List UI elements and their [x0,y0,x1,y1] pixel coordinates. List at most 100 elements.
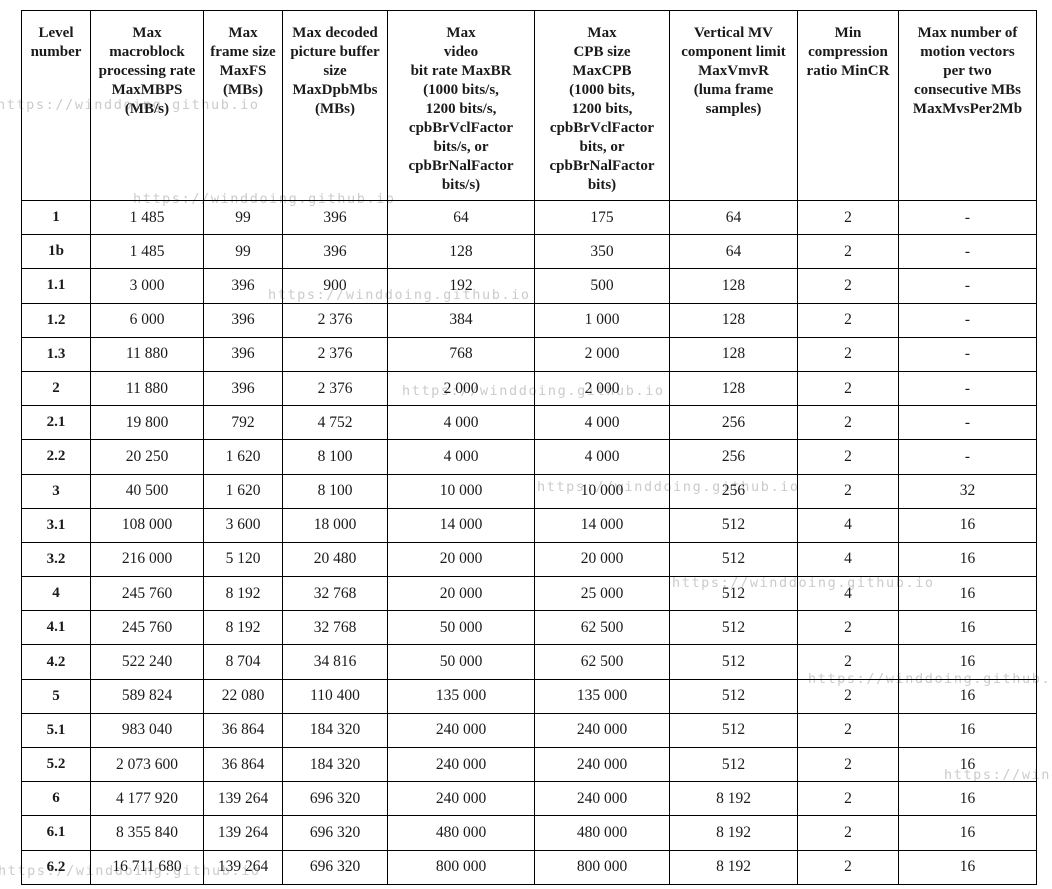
value-cell: 768 [387,336,535,372]
value-cell: 2 [797,405,899,441]
level-number-cell: 2 [21,370,91,407]
header-line: (luma frame [693,82,774,98]
value-cell: 18 000 [282,507,388,543]
value-cell: 256 [669,473,798,509]
level-number-cell: 1b [21,234,91,270]
table-row: 2.1 19 800 792 4 752 4 000 4 000 256 2- [21,405,1037,441]
value-cell: 396 [203,302,283,338]
value-cell: 36 864 [203,712,283,749]
value-cell: 64 [387,199,535,236]
table-row: 6.1 8 355 840 139 264 696 320 480 000 480 000… [21,815,1037,851]
value-cell: 16 [898,541,1037,578]
value-cell: 16 [898,678,1037,714]
value-cell: 2 [797,439,899,475]
header-line: samples) [705,101,762,117]
header-line: picture buffer [290,44,380,60]
column-header-maxdpbmbs: Max decoded picture buffer size MaxDpbMbs (M… [282,10,388,201]
value-cell: 2 [797,746,899,783]
header-line: frame size [210,44,276,60]
header-line: cpbBrVclFactor [408,120,514,136]
header-line: Max [228,25,258,41]
value-cell: 8 192 [203,576,283,612]
level-number-cell: 3.1 [21,507,91,543]
header-line: (MBs) [315,101,355,117]
value-cell: 10 000 [387,473,535,509]
value-cell: 2 [797,268,899,304]
value-cell: 696 320 [282,815,388,851]
value-cell: 4 [797,576,899,612]
header-line: per two [943,63,992,79]
header-line: Min [834,25,862,41]
value-cell: 1 485 [90,234,204,270]
level-number-cell: 2.2 [21,439,91,475]
value-cell: 139 264 [203,815,283,851]
header-line: Max [587,25,617,41]
header-line: macroblock [109,44,185,60]
value-cell: 384 [387,302,535,338]
column-header-maxvmvr: Vertical MV component limit MaxVmvR (luma f… [669,10,798,201]
value-cell: - [898,370,1037,407]
value-cell: 184 320 [282,746,388,783]
value-cell: 11 880 [90,370,204,407]
value-cell: 396 [282,234,388,270]
value-cell: 128 [669,268,798,304]
value-cell: 14 000 [534,507,670,543]
value-cell: 4 000 [534,439,670,475]
value-cell: 2 376 [282,370,388,407]
value-cell: 16 [898,610,1037,646]
header-line: bits, or [579,139,625,155]
value-cell: 2 000 [534,370,670,407]
value-cell: 240 000 [387,781,535,817]
value-cell: 512 [669,678,798,714]
value-cell: 396 [282,199,388,236]
value-cell: 32 768 [282,610,388,646]
value-cell: 2 000 [534,336,670,372]
header-row: Level number Max macroblock processing rate M… [21,10,1037,201]
header-line: video [443,44,479,60]
value-cell: 256 [669,405,798,441]
value-cell: 22 080 [203,678,283,714]
value-cell: 2 [797,199,899,236]
value-cell: 240 000 [387,746,535,783]
level-number-cell: 1.1 [21,268,91,304]
value-cell: 396 [203,268,283,304]
value-cell: - [898,336,1037,372]
table-row: 3.2 216 000 5 120 20 480 20 000 20 000 512 4 16 [21,541,1037,578]
value-cell: 50 000 [387,644,535,680]
value-cell: 256 [669,439,798,475]
value-cell: 2 376 [282,302,388,338]
value-cell: 2 [797,815,899,851]
value-cell: 2 [797,849,899,885]
value-cell: 512 [669,746,798,783]
value-cell: - [898,439,1037,475]
value-cell: 8 192 [669,849,798,885]
value-cell: 16 [898,849,1037,885]
level-number-cell: 2.1 [21,405,91,441]
value-cell: 696 320 [282,849,388,885]
value-cell: 512 [669,644,798,680]
value-cell: 16 [898,507,1037,543]
table-row: 3.1 108 000 3 600 18 000 14 000 14 000 512 4 16 [21,507,1037,543]
header-line: MaxDpbMbs [292,82,378,98]
value-cell: 240 000 [534,746,670,783]
header-line: CPB size [573,44,631,60]
value-cell: 4 [797,507,899,543]
value-cell: 14 000 [387,507,535,543]
value-cell: 4 752 [282,405,388,441]
value-cell: 135 000 [387,678,535,714]
value-cell: 240 000 [387,712,535,749]
header-line: cpbBrVclFactor [549,120,655,136]
value-cell: 8 192 [669,781,798,817]
column-header-maxfs: Max frame size MaxFS (MBs) [203,10,283,201]
value-cell: 512 [669,610,798,646]
table-row: 1.3 11 880 396 2 376 768 2 000 128 2- [21,336,1037,372]
value-cell: - [898,302,1037,338]
value-cell: 4 000 [387,439,535,475]
level-number-cell: 5.2 [21,746,91,783]
value-cell: 139 264 [203,849,283,885]
value-cell: 32 [898,473,1037,509]
value-cell: 2 [797,234,899,270]
value-cell: 62 500 [534,610,670,646]
